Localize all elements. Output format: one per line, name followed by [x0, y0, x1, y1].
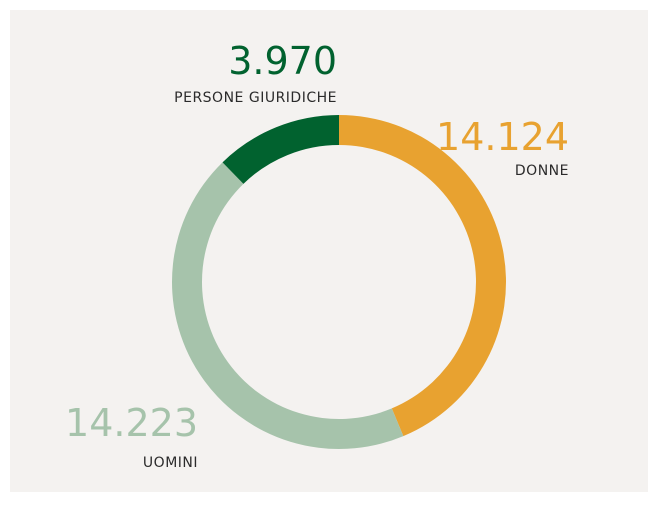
value-label: 14.223 — [65, 401, 198, 445]
value-label: 3.970 — [228, 39, 337, 83]
category-label: DONNE — [515, 163, 569, 179]
donut-segment — [171, 162, 404, 449]
donut-segment — [222, 114, 339, 184]
category-label: PERSONE GIURIDICHE — [174, 90, 337, 106]
category-label: UOMINI — [143, 455, 198, 471]
value-label: 14.124 — [436, 115, 569, 159]
donut-segment — [339, 115, 507, 437]
panel — [10, 10, 648, 492]
